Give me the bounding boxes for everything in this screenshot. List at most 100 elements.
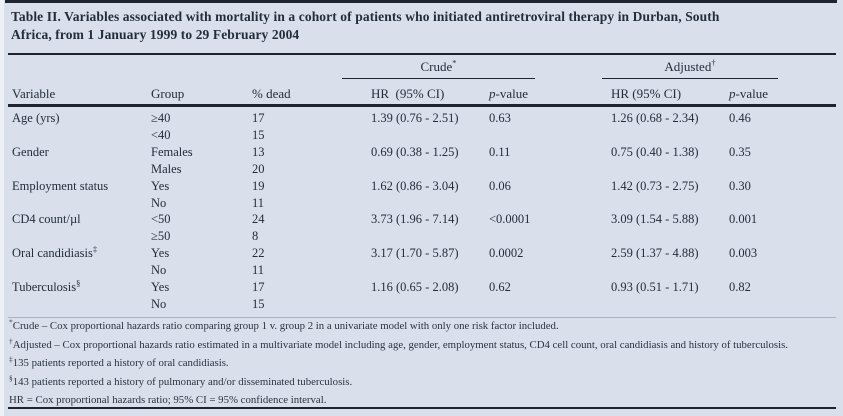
table-row-tuberculosis-yes: Tuberculosis§ Yes 17 1.16 (0.65 - 2.08) …: [0, 279, 831, 296]
p-rest: -value: [735, 86, 768, 101]
left-edge-margin: [0, 0, 4, 416]
cell-variable: [12, 296, 151, 313]
table-title-line1: Table II. Variables associated with mort…: [11, 9, 720, 24]
cell-adj-hr: 3.09 (1.54 - 5.88): [611, 212, 699, 227]
cell-crude-hr: [371, 296, 489, 313]
cell-crude-hr: [371, 161, 489, 178]
cell-group: Yes: [151, 280, 170, 295]
cell-group: Yes: [151, 246, 170, 261]
cell-group: No: [151, 296, 167, 311]
cell-group: Females: [151, 144, 193, 159]
cell-adj-hr: [611, 262, 729, 279]
footnote-crude: *Crude – Cox proportional hazards ratio …: [9, 317, 837, 333]
footnote-text: 135 patients reported a history of oral …: [12, 357, 229, 369]
cell-adj-p: 0.001: [729, 212, 758, 227]
cell-group: <50: [151, 212, 171, 227]
title-divider-rule: [8, 53, 836, 55]
cell-variable: Tuberculosis§: [12, 279, 151, 296]
cell-crude-hr: 0.69 (0.38 - 1.25): [371, 144, 459, 159]
cell-crude-p: 0.0002: [489, 246, 524, 261]
column-header-row: Variable Group % dead HR (95% CI) p-valu…: [0, 84, 843, 104]
cell-pct-dead: 20: [252, 161, 265, 176]
cell-adj-hr: 1.42 (0.73 - 2.75): [611, 178, 699, 193]
table-row-cd4-ge50: ≥50 8: [0, 228, 831, 245]
cell-group: ≥40: [151, 111, 171, 125]
cell-pct-dead: 13: [252, 144, 265, 159]
table-body: Age (yrs) ≥40 17 1.39 (0.76 - 2.51) 0.63…: [0, 110, 831, 313]
cell-group: Males: [151, 161, 182, 176]
table-row-gender-females: Gender Females 13 0.69 (0.38 - 1.25) 0.1…: [0, 144, 831, 161]
cell-crude-p: 0.63: [489, 111, 511, 125]
col-header-crude-p-value: p-value: [489, 84, 611, 104]
cell-group: Yes: [151, 178, 170, 193]
table-row-age-ge40: Age (yrs) ≥40 17 1.39 (0.76 - 2.51) 0.63…: [0, 110, 831, 127]
cell-group: <40: [151, 127, 171, 142]
adjusted-column-group-header: Adjusted†: [602, 57, 778, 79]
adjusted-footnote-marker: †: [711, 57, 716, 68]
cell-pct-dead: 15: [252, 127, 265, 142]
cell-variable: [12, 262, 151, 279]
footnote-marker: ‡: [9, 354, 13, 364]
variable-footnote-marker: §: [76, 277, 81, 288]
footnote-text: 143 patients reported a history of pulmo…: [12, 375, 353, 388]
cell-adj-hr: [611, 127, 729, 144]
cell-adj-p: 0.003: [729, 246, 758, 261]
footnote-text: Adjusted – Cox proportional hazards rati…: [12, 338, 789, 351]
cell-crude-hr: 3.17 (1.70 - 5.87): [371, 246, 459, 261]
table-row-employment-yes: Employment status Yes 19 1.62 (0.86 - 3.…: [0, 178, 831, 195]
col-header-adjusted-p-value: p-value: [729, 84, 838, 104]
footnote-marker: *: [9, 317, 13, 327]
table-row-cd4-lt50: CD4 count/µl <50 24 3.73 (1.96 - 7.14) <…: [0, 211, 831, 228]
cell-crude-p: [489, 262, 611, 279]
cell-adj-hr: 0.75 (0.40 - 1.38): [611, 144, 699, 159]
cell-crude-p: [489, 161, 611, 178]
crude-label: Crude: [420, 59, 453, 74]
col-header-group: Group: [151, 86, 185, 101]
cell-adj-p: 0.82: [729, 280, 751, 295]
cell-crude-p: [489, 296, 611, 313]
cell-crude-p: 0.62: [489, 280, 511, 295]
variable-footnote-marker: ‡: [92, 244, 98, 255]
cell-adj-p: [729, 127, 838, 144]
crude-footnote-marker: *: [452, 57, 457, 68]
cell-pct-dead: 24: [252, 212, 265, 227]
cell-crude-hr: 1.16 (0.65 - 2.08): [371, 280, 459, 295]
table-row-tuberculosis-no: No 15: [0, 296, 831, 313]
cell-group: ≥50: [151, 229, 171, 244]
cell-adj-hr: 2.59 (1.37 - 4.88): [611, 246, 699, 261]
cell-crude-hr: 1.62 (0.86 - 3.04): [371, 178, 459, 193]
cell-adj-p: [729, 161, 838, 178]
adjusted-label: Adjusted: [664, 59, 712, 74]
col-header-adjusted-hr: HR (95% CI): [611, 86, 682, 101]
cell-group: No: [151, 195, 167, 210]
cell-adj-hr: [611, 161, 729, 178]
cell-variable: Employment status: [12, 178, 151, 195]
table-row-gender-males: Males 20: [0, 161, 831, 178]
col-header-variable: Variable: [12, 86, 56, 101]
cell-crude-p: 0.11: [489, 144, 511, 159]
p-rest: -value: [495, 86, 528, 101]
variable-label: Gender: [12, 144, 49, 159]
bottom-border-rule: [8, 407, 836, 409]
table-row-oral-candidiasis-yes: Oral candidiasis‡ Yes 22 3.17 (1.70 - 5.…: [0, 245, 831, 262]
cell-adj-p: 0.35: [729, 144, 751, 159]
p-italic: p: [489, 86, 496, 101]
cell-variable: Oral candidiasis‡: [12, 245, 151, 262]
footnote-marker: †: [9, 335, 13, 345]
footnote-adjusted: †Adjusted – Cox proportional hazards rat…: [9, 335, 837, 352]
cell-variable: CD4 count/µl: [12, 211, 151, 228]
footnote-text: Crude – Cox proportional hazards ratio c…: [12, 320, 559, 332]
cell-crude-hr: [371, 127, 489, 144]
crude-column-group-header: Crude*: [342, 57, 535, 79]
cell-pct-dead: 15: [252, 296, 265, 311]
cell-group: No: [151, 263, 167, 278]
p-italic: p: [729, 86, 736, 101]
cell-crude-p: 0.06: [489, 178, 511, 193]
cell-adj-hr: [611, 228, 729, 245]
footnotes-block: *Crude – Cox proportional hazards ratio …: [9, 317, 837, 413]
footnote-marker: §: [9, 372, 13, 382]
footnote-tuberculosis: §143 patients reported a history of pulm…: [9, 372, 837, 389]
cell-crude-hr: [371, 262, 489, 279]
cell-variable: [12, 195, 151, 212]
